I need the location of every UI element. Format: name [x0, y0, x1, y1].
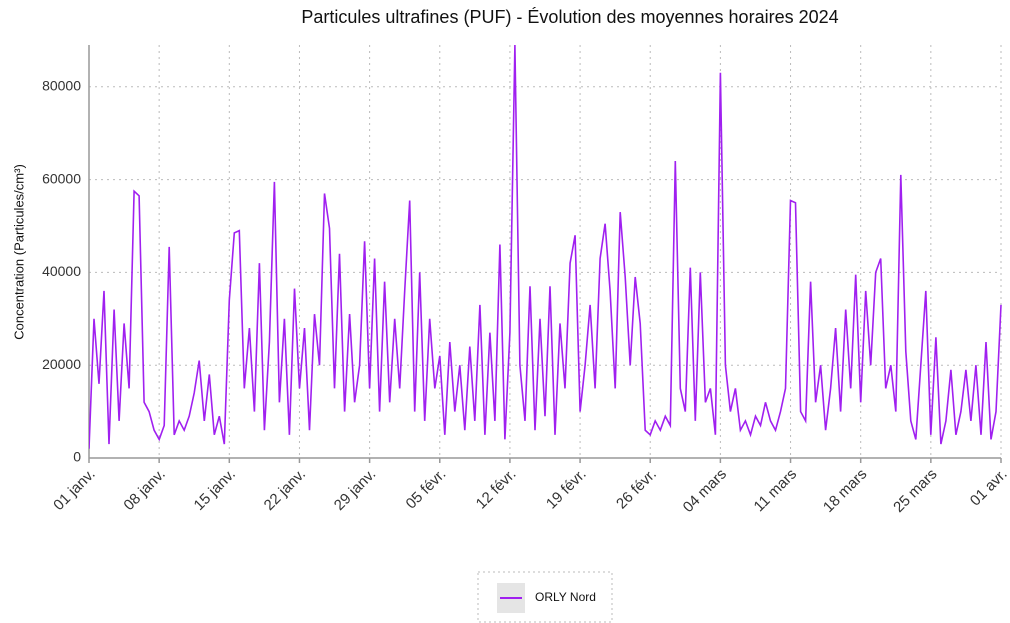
y-axis-label: Concentration (Particules/cm³)	[11, 164, 26, 340]
x-tick-label: 15 janv.	[191, 466, 239, 514]
y-tick-label: 60000	[42, 170, 81, 186]
x-tick-label: 25 mars	[890, 466, 940, 516]
x-tick-label: 29 janv.	[331, 466, 379, 514]
x-tick-label: 01 avr.	[967, 466, 1010, 510]
x-tick-label: 22 janv.	[261, 466, 309, 514]
y-tick-label: 0	[73, 449, 81, 465]
legend-label: ORLY Nord	[535, 590, 596, 604]
chart-title: Particules ultrafines (PUF) - Évolution …	[301, 7, 838, 27]
x-tick-label: 12 févr.	[473, 466, 520, 513]
x-tick-label: 08 janv.	[120, 466, 168, 514]
x-tick-label: 01 janv.	[50, 466, 98, 514]
y-tick-label: 80000	[42, 77, 81, 93]
x-tick-label: 11 mars	[751, 466, 801, 516]
x-tick-label: 05 févr.	[403, 466, 450, 513]
x-tick-label: 04 mars	[680, 466, 730, 516]
series-line	[89, 45, 1002, 449]
y-tick-label: 40000	[42, 263, 81, 279]
x-tick-label: 19 févr.	[543, 466, 590, 513]
x-tick-label: 26 févr.	[613, 466, 660, 513]
x-tick-label: 18 mars	[820, 466, 870, 516]
y-tick-label: 20000	[42, 356, 81, 372]
